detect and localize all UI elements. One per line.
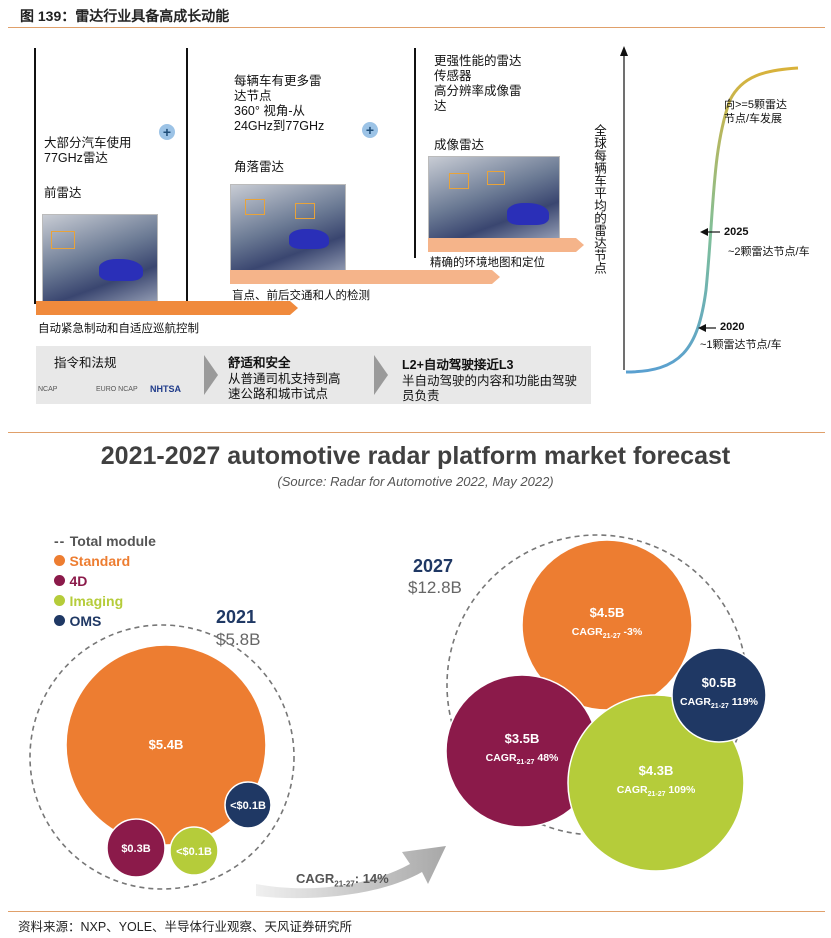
legend-label: Total module <box>69 533 156 549</box>
legend-label: Imaging <box>69 593 124 609</box>
total-2021: $5.8B <box>216 630 261 649</box>
stage1-arrow <box>36 301 298 315</box>
stage1-bar-label: 自动紧急制动和自适应巡航控制 <box>38 323 199 335</box>
curve-point-2025-label: ~2颗雷达节点/车 <box>728 246 810 258</box>
plus-icon: + <box>362 122 378 138</box>
title-divider <box>8 27 825 28</box>
cagr-sub: 21-27 <box>334 879 355 889</box>
legend-dot <box>54 555 65 566</box>
stage3-arrow <box>428 238 584 252</box>
stage3-bar-label: 精确的环境地图和定位 <box>430 257 545 269</box>
bubble-value-label: $4.3B <box>639 763 674 778</box>
legend-label: Standard <box>69 553 131 569</box>
year-2021: 2021 <box>216 607 257 627</box>
ncap-logo: NCAP <box>38 386 58 393</box>
legend-label: 4D <box>69 573 88 589</box>
chevron-right-icon <box>374 355 388 395</box>
curve-point-2020-year: 2020 <box>720 321 745 333</box>
cagr-arrow <box>256 846 446 899</box>
plus-icon: + <box>159 124 175 140</box>
corner-radar-photo <box>230 184 346 276</box>
stage1-text: 大部分汽车使用 77GHz雷达 <box>44 136 132 165</box>
year-2027: 2027 <box>413 556 454 576</box>
cagr-text: CAGR <box>296 871 335 886</box>
bubble-cagr-label: CAGR21-27 -3% <box>572 626 643 640</box>
adoption-curve-chart <box>620 46 799 374</box>
stage2-bar-label: 盲点、前后交通和人的检测 <box>232 290 370 302</box>
source-note: 资料来源：NXP、YOLE、半导体行业观察、天风证券研究所 <box>18 920 353 934</box>
front-radar-photo <box>42 214 158 306</box>
legend-item: 4D <box>54 573 156 593</box>
bubble-oms <box>224 781 272 829</box>
source-divider <box>8 911 825 912</box>
bubble-value-label: $0.3B <box>121 843 150 855</box>
bubble-value-label: $5.4B <box>149 737 184 752</box>
figure-title: 图 139：雷达行业具备高成长动能 <box>20 8 230 24</box>
bubble-cagr-label: CAGR21-27 48% <box>486 752 559 766</box>
curve-point-2025-year: 2025 <box>724 226 749 238</box>
bubble-cagr-label: CAGR21-27 109% <box>617 784 696 798</box>
nhtsa-logo: NHTSA <box>150 384 181 394</box>
legend-item: Standard <box>54 553 156 573</box>
legend-label: OMS <box>69 613 102 629</box>
curve-point-2020-label: ~1颗雷达节点/车 <box>700 339 782 351</box>
band-col3-text: 半自动驾驶的内容和功能由驾驶 员负责 <box>402 374 578 403</box>
total-module-outline <box>29 624 295 890</box>
band-col3-title: L2+自动驾驶接近L3 <box>402 358 514 372</box>
legend-dot <box>54 575 65 586</box>
legend-dot <box>54 615 65 626</box>
stage1-label: 前雷达 <box>44 186 82 200</box>
forecast-subtitle: (Source: Radar for Automotive 2022, May … <box>277 474 554 489</box>
section-divider <box>8 432 825 433</box>
stage2-text: 每辆车有更多雷 达节点 360° 视角-从 24GHz到77GHz <box>234 74 325 133</box>
stage2-label: 角落雷达 <box>234 160 285 174</box>
curve-point-future-label: 向>=5颗雷达 节点/车发展 <box>724 99 787 125</box>
cagr-value: : 14% <box>354 871 389 886</box>
adoption-curve <box>625 66 799 374</box>
stage3-label: 成像雷达 <box>434 138 485 152</box>
legend-item: -- Total module <box>54 533 156 553</box>
stage2-line <box>186 48 188 304</box>
bubble-imaging <box>567 694 745 872</box>
band-col1-title: 指令和法规 <box>54 356 117 370</box>
bubble-value-label: <$0.1B <box>230 800 266 812</box>
legend-marker: -- <box>54 533 66 549</box>
bubble-chart-2027: $4.5B CAGR21-27 -3% $3.5B CAGR21-27 48% $4.3… <box>445 534 767 872</box>
band-col2-text: 从普通司机支持到高 速公路和城市试点 <box>228 372 341 401</box>
stage1-line <box>34 48 36 304</box>
stage3-line <box>414 48 416 258</box>
legend-dot <box>54 595 65 606</box>
bubble-standard <box>65 644 267 846</box>
bubble-4d <box>106 818 166 878</box>
chevron-right-icon <box>204 355 218 395</box>
bubble-oms <box>671 647 767 743</box>
bubble-value-label: $4.5B <box>590 605 625 620</box>
bubble-imaging <box>169 826 219 876</box>
legend-item: OMS <box>54 613 156 633</box>
bubble-charts: $5.4B $0.3B <$0.1B <$0.1B $4.5B CAGR21-27 -3… <box>29 534 767 890</box>
imaging-radar-photo <box>428 156 560 242</box>
curve-ylabel: 全球每辆车平均的雷达节点 <box>592 124 606 274</box>
bubble-value-label: $0.5B <box>702 675 737 690</box>
cagr-arrow-label: CAGR21-27: 14% <box>296 871 389 889</box>
bubble-cagr-label: CAGR21-27 119% <box>680 696 759 710</box>
forecast-title: 2021-2027 automotive radar platform mark… <box>100 442 731 470</box>
bubble-chart-2021: $5.4B $0.3B <$0.1B <$0.1B <box>29 624 295 890</box>
drivers-band <box>36 346 591 404</box>
bubble-value-label: <$0.1B <box>176 846 212 858</box>
stage3-text: 更强性能的雷达 传感器 高分辨率成像雷 达 <box>434 54 522 113</box>
y-axis-arrowhead <box>620 46 628 56</box>
band-col2-title: 舒适和安全 <box>228 356 291 370</box>
legend-item: Imaging <box>54 593 156 613</box>
euro-ncap-logo: EURO NCAP <box>96 386 138 393</box>
bubble-value-label: $3.5B <box>505 731 540 746</box>
stage2-arrow <box>230 270 500 284</box>
legend: -- Total module Standard 4D Imaging OMS <box>54 533 156 633</box>
total-2027: $12.8B <box>408 578 462 597</box>
